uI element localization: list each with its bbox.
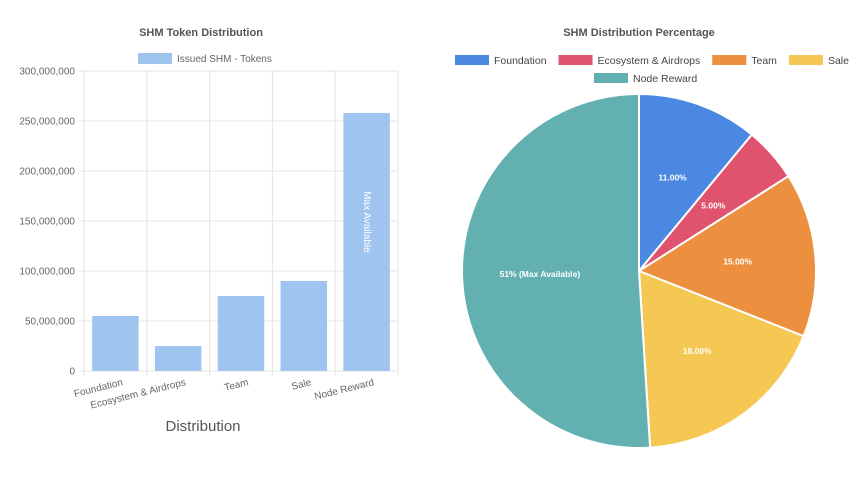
legend-item-node-reward[interactable]: Node Reward — [594, 73, 697, 85]
y-tick-label: 0 — [69, 367, 75, 378]
pie-slice-label-node-reward: 51% (Max Available) — [500, 269, 581, 279]
bar-chart: SHM Token Distribution Issued SHM - Toke… — [19, 27, 399, 435]
pie-slice-team[interactable] — [636, 174, 817, 338]
pie-chart-legend: Foundation Ecosystem & Airdrops Team Sale No… — [455, 55, 849, 85]
legend-label: Team — [751, 55, 777, 67]
legend-swatch — [788, 55, 823, 65]
pie-chart-slices — [461, 92, 817, 449]
pie-chart: SHM Distribution Percentage Foundation Ec… — [455, 27, 849, 449]
y-tick-label: 50,000,000 — [25, 317, 75, 328]
legend-label-issued-shm: Issued SHM - Tokens — [177, 54, 272, 65]
legend-swatch-issued-shm — [138, 53, 172, 64]
x-tick-label-sale: Sale — [290, 377, 313, 393]
bar-node-reward[interactable] — [343, 113, 390, 371]
legend-label: Node Reward — [633, 73, 697, 85]
y-tick-label: 250,000,000 — [19, 117, 75, 128]
bar-chart-y-ticks: 0 50,000,000 100,000,000 150,000,000 200,000… — [19, 67, 75, 378]
bar-sale[interactable] — [280, 281, 328, 371]
legend-swatch — [594, 73, 628, 83]
legend-item-sale[interactable]: Sale — [788, 55, 849, 67]
bar-ecosystem-airdrops[interactable] — [154, 346, 202, 371]
bar-chart-legend[interactable]: Issued SHM - Tokens — [138, 53, 272, 65]
legend-label: Sale — [828, 55, 849, 67]
legend-item-team[interactable]: Team — [712, 55, 777, 67]
bar-annotation-node-reward: Max Available — [361, 191, 372, 253]
x-tick-label-node-reward: Node Reward — [313, 377, 375, 402]
legend-swatch — [558, 55, 593, 65]
bar-foundation[interactable] — [92, 316, 139, 371]
y-tick-label: 300,000,000 — [19, 67, 75, 78]
pie-slice-foundation[interactable] — [638, 92, 754, 274]
y-tick-label: 150,000,000 — [19, 217, 75, 228]
pie-slice-label-team: 15.00% — [723, 257, 752, 267]
bar-team[interactable] — [217, 296, 265, 371]
legend-item-foundation[interactable]: Foundation — [455, 55, 547, 67]
bar-chart-title: SHM Token Distribution — [139, 27, 263, 39]
bar-chart-gridlines — [79, 70, 399, 376]
legend-swatch — [455, 55, 489, 65]
y-tick-label: 100,000,000 — [19, 267, 75, 278]
legend-label: Foundation — [494, 55, 547, 67]
bar-chart-bars — [92, 113, 390, 371]
legend-swatch — [712, 55, 747, 65]
pie-slice-node-reward[interactable] — [461, 92, 652, 449]
pie-chart-slice-labels: 11.00% 5.00% 15.00% 18.00% 51% (Max Availabl… — [500, 173, 753, 356]
bar-chart-bar-annotations: Max Available — [361, 191, 372, 253]
x-tick-label-team: Team — [223, 377, 249, 394]
pie-slice-label-foundation: 11.00% — [658, 173, 687, 183]
legend-label: Ecosystem & Airdrops — [598, 55, 701, 67]
pie-slice-label-ecosystem-airdrops: 5.00% — [701, 200, 726, 210]
legend-item-ecosystem-airdrops[interactable]: Ecosystem & Airdrops — [558, 55, 701, 67]
pie-chart-title: SHM Distribution Percentage — [563, 27, 715, 39]
pie-slice-sale[interactable] — [637, 269, 805, 449]
pie-slice-label-sale: 18.00% — [683, 346, 712, 356]
y-tick-label: 200,000,000 — [19, 167, 75, 178]
bar-chart-x-axis-label: Distribution — [165, 418, 240, 435]
